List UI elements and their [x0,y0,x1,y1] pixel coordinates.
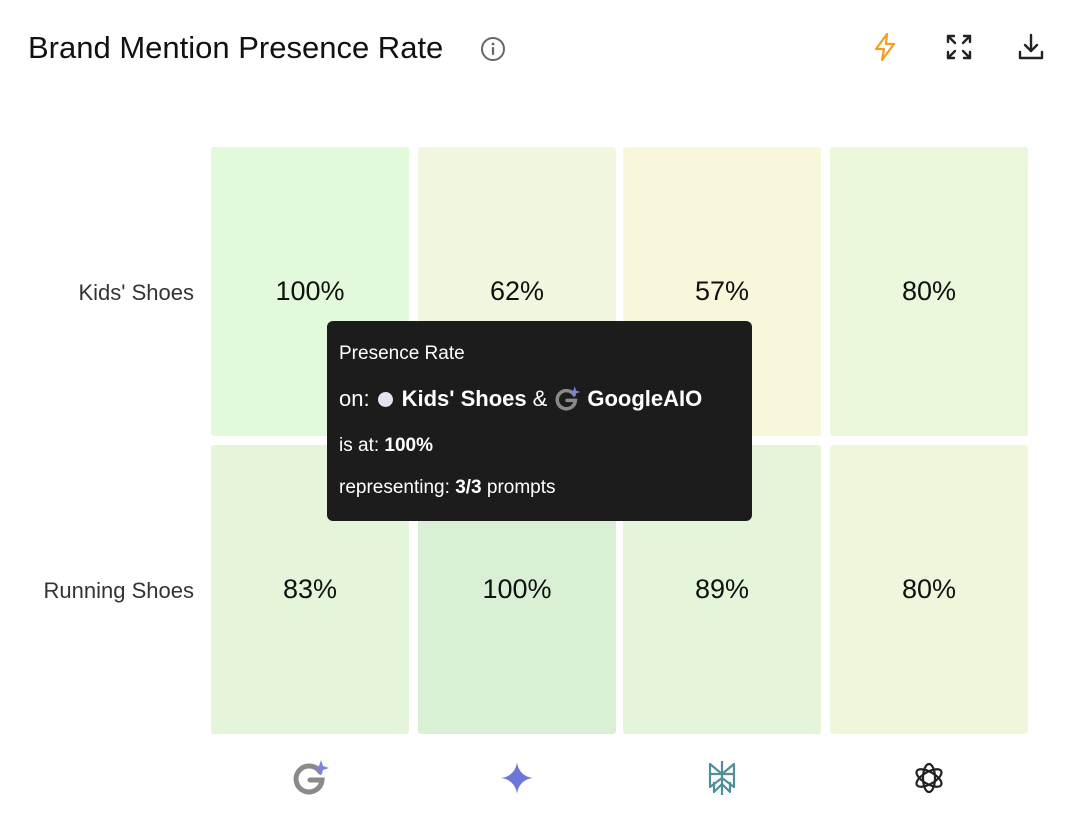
heatmap-cell[interactable]: 80% [830,147,1028,436]
cell-value-label: 100% [275,276,345,306]
tooltip-column: GoogleAIO [587,386,703,411]
tooltip-at-value: 100% [384,435,434,456]
row-label-clip: Running Shoes [24,574,194,606]
tooltip-at-line: is at: 100% [339,435,433,457]
page-title: Brand Mention Presence Rate [28,30,444,65]
tooltip-row: Kids' Shoes [401,386,527,411]
info-icon[interactable] [480,36,506,62]
cell-value-label: 80% [901,574,957,604]
tooltip-on-line: on: Kids' Shoes & GoogleAIO [339,385,702,413]
openai-icon [909,758,949,798]
row-label: Kids' Shoes [78,279,195,305]
tooltip-on-prefix: on: [339,386,370,411]
gemini-sparkle-icon [497,758,537,798]
row-label-clip: Kids' Shoes [24,276,195,308]
tooltip-title: Presence Rate [339,343,465,364]
cell-tooltip: Presence Rate on: Kids' Shoes & GoogleAI… [327,321,752,521]
cell-value-label: 57% [694,276,750,306]
download-icon[interactable] [1014,30,1048,64]
tooltip-rep-suffix: prompts [486,477,556,498]
row-color-dot [377,391,393,407]
lightning-icon[interactable] [868,30,902,64]
cell-value-label: 83% [282,574,338,604]
chart-header: Brand Mention Presence Rate [28,28,1050,68]
tooltip-joiner: & [532,386,548,411]
perplexity-icon [702,758,742,798]
heatmap-cell[interactable]: 80% [830,445,1028,734]
cell-value-label: 100% [482,574,552,604]
tooltip-rep-value: 3/3 [455,477,482,498]
expand-icon[interactable] [942,30,976,64]
cell-value-label: 62% [489,276,545,306]
google-aio-icon [290,758,330,798]
cell-value-label: 80% [901,276,957,306]
cell-value-label: 89% [694,574,750,604]
tooltip-rep-prefix: representing: [339,477,450,498]
row-label: Running Shoes [43,577,194,603]
tooltip-rep-line: representing: 3/3 prompts [339,477,556,499]
google-aio-icon [553,385,581,413]
tooltip-at-prefix: is at: [339,435,380,456]
